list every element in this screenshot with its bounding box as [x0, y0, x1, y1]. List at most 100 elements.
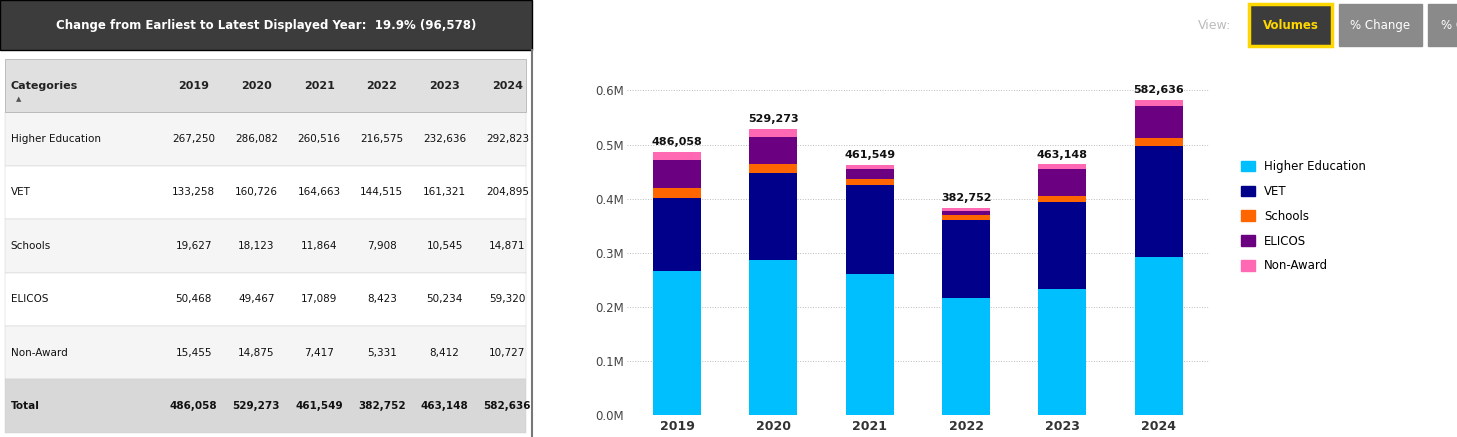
Text: 8,423: 8,423 — [367, 294, 396, 304]
FancyBboxPatch shape — [6, 219, 526, 273]
Bar — [943, 208, 991, 211]
Bar — [845, 185, 893, 274]
FancyBboxPatch shape — [1249, 4, 1332, 46]
Text: Non-Award: Non-Award — [10, 347, 67, 357]
Text: 14,871: 14,871 — [490, 241, 526, 251]
Bar — [1039, 202, 1087, 289]
Text: 161,321: 161,321 — [423, 187, 466, 198]
Bar — [1135, 138, 1183, 146]
Text: ▲: ▲ — [16, 96, 22, 102]
Text: 11,864: 11,864 — [300, 241, 338, 251]
Text: 14,875: 14,875 — [237, 347, 274, 357]
FancyBboxPatch shape — [6, 326, 526, 379]
Text: 461,549: 461,549 — [296, 401, 342, 411]
Text: 292,823: 292,823 — [485, 134, 529, 144]
Bar — [845, 165, 893, 170]
Text: 2022: 2022 — [366, 81, 398, 91]
Bar — [943, 211, 991, 215]
Text: Total: Total — [10, 401, 39, 411]
Bar — [1135, 146, 1183, 257]
Bar — [653, 271, 701, 415]
Text: 18,123: 18,123 — [237, 241, 274, 251]
Text: 19,627: 19,627 — [175, 241, 211, 251]
Bar — [1039, 289, 1087, 415]
Text: Change from Earliest to Latest Displayed Year:  19.9% (96,578): Change from Earliest to Latest Displayed… — [55, 19, 476, 31]
Text: 133,258: 133,258 — [172, 187, 216, 198]
Text: 216,575: 216,575 — [360, 134, 404, 144]
Text: 461,549: 461,549 — [844, 150, 895, 160]
Bar — [1039, 169, 1087, 196]
Text: 2024: 2024 — [492, 81, 523, 91]
Bar — [1039, 196, 1087, 202]
Bar — [845, 274, 893, 415]
Text: 59,320: 59,320 — [490, 294, 526, 304]
Bar — [845, 170, 893, 179]
Text: 486,058: 486,058 — [651, 137, 702, 147]
Text: 463,148: 463,148 — [421, 401, 469, 411]
FancyBboxPatch shape — [0, 0, 532, 50]
Bar — [1135, 100, 1183, 106]
Text: 382,752: 382,752 — [358, 401, 405, 411]
Text: 164,663: 164,663 — [297, 187, 341, 198]
Text: View:: View: — [1198, 19, 1231, 31]
Text: 232,636: 232,636 — [423, 134, 466, 144]
FancyBboxPatch shape — [6, 166, 526, 219]
Text: 582,636: 582,636 — [1134, 85, 1185, 95]
Text: 7,908: 7,908 — [367, 241, 396, 251]
Text: 582,636: 582,636 — [484, 401, 532, 411]
Bar — [749, 129, 797, 137]
Text: 2020: 2020 — [240, 81, 271, 91]
Bar — [943, 215, 991, 220]
Text: 260,516: 260,516 — [297, 134, 341, 144]
Bar — [943, 220, 991, 298]
Text: 2021: 2021 — [303, 81, 335, 91]
Text: 15,455: 15,455 — [175, 347, 211, 357]
Text: 5,331: 5,331 — [367, 347, 396, 357]
Text: Categories: Categories — [10, 81, 77, 91]
FancyBboxPatch shape — [6, 379, 526, 433]
Text: 50,468: 50,468 — [175, 294, 211, 304]
Bar — [845, 179, 893, 185]
Text: 49,467: 49,467 — [237, 294, 274, 304]
FancyBboxPatch shape — [6, 112, 526, 166]
Text: 50,234: 50,234 — [427, 294, 463, 304]
Text: 2023: 2023 — [430, 81, 460, 91]
Text: VET: VET — [10, 187, 31, 198]
Bar — [653, 188, 701, 198]
Text: 160,726: 160,726 — [235, 187, 278, 198]
FancyBboxPatch shape — [6, 273, 526, 326]
Text: ELICOS: ELICOS — [10, 294, 48, 304]
Text: Volumes: Volumes — [1263, 19, 1319, 31]
Text: Schools: Schools — [10, 241, 51, 251]
FancyBboxPatch shape — [1339, 4, 1422, 46]
Text: 10,727: 10,727 — [490, 347, 526, 357]
Text: Enrolments by Sector YTD Jan*: Enrolments by Sector YTD Jan* — [730, 16, 1018, 34]
Text: % Change: % Change — [1351, 19, 1410, 31]
Bar — [1135, 257, 1183, 415]
FancyBboxPatch shape — [6, 59, 526, 112]
Text: Higher Education: Higher Education — [10, 134, 101, 144]
Text: 204,895: 204,895 — [485, 187, 529, 198]
Text: 144,515: 144,515 — [360, 187, 404, 198]
Bar — [749, 163, 797, 173]
Bar — [653, 198, 701, 271]
Bar — [749, 173, 797, 260]
Text: % Contrib: % Contrib — [1441, 19, 1457, 31]
Bar — [749, 137, 797, 163]
Text: 463,148: 463,148 — [1037, 149, 1088, 160]
FancyBboxPatch shape — [1428, 4, 1457, 46]
Bar — [943, 298, 991, 415]
Text: 10,545: 10,545 — [427, 241, 463, 251]
Text: 486,058: 486,058 — [170, 401, 217, 411]
Bar — [749, 260, 797, 415]
Text: 529,273: 529,273 — [233, 401, 280, 411]
Text: 267,250: 267,250 — [172, 134, 216, 144]
Bar — [1135, 106, 1183, 138]
Text: 2019: 2019 — [178, 81, 208, 91]
Bar — [653, 152, 701, 160]
Text: 529,273: 529,273 — [747, 114, 798, 124]
Text: 286,082: 286,082 — [235, 134, 278, 144]
Text: 7,417: 7,417 — [305, 347, 334, 357]
Bar — [653, 160, 701, 188]
Legend: Higher Education, VET, Schools, ELICOS, Non-Award: Higher Education, VET, Schools, ELICOS, … — [1237, 156, 1370, 276]
